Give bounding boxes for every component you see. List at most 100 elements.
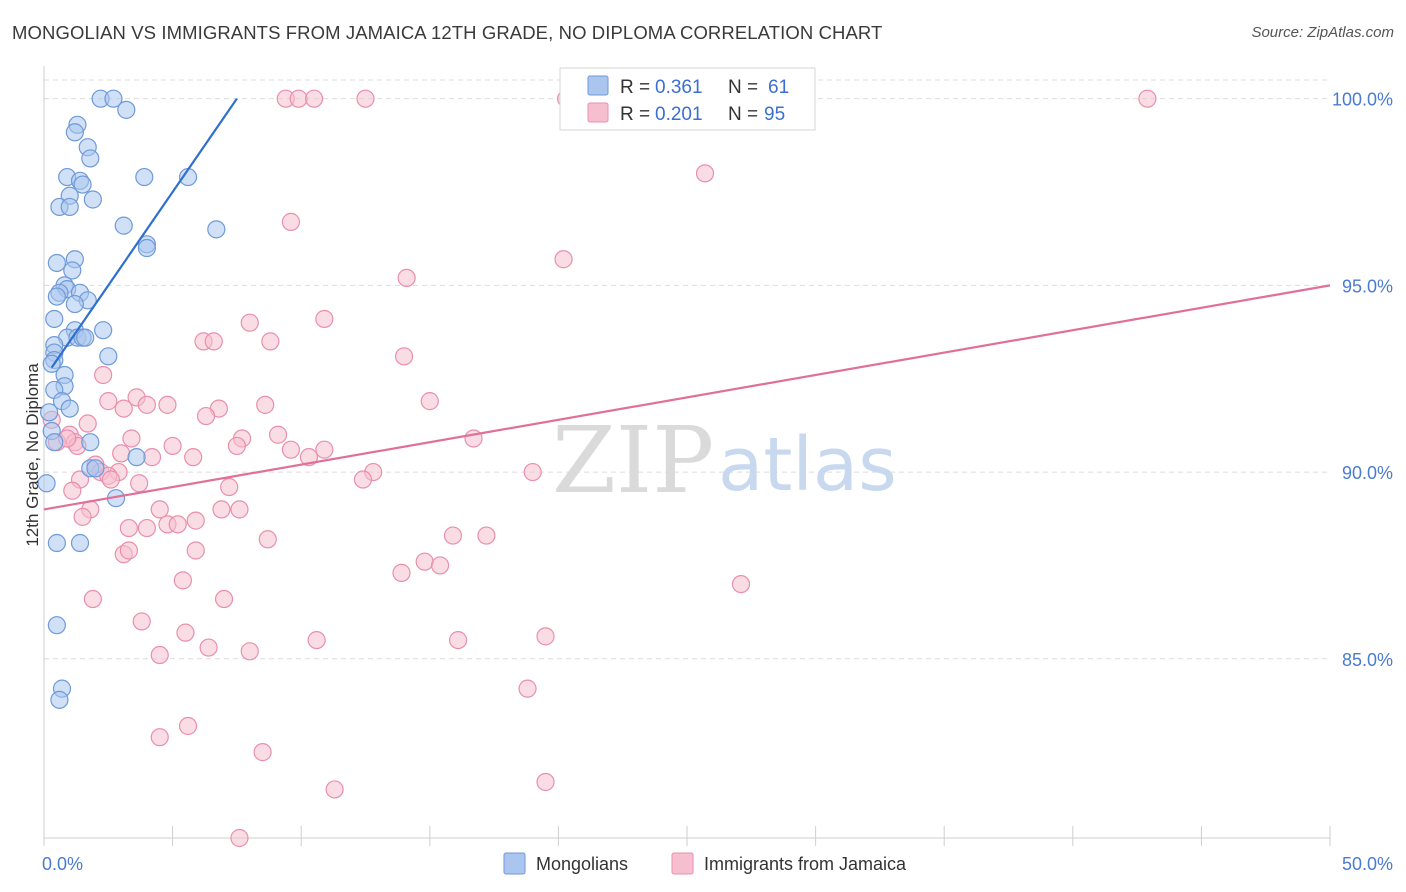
mongolian-point-32: [94, 321, 113, 340]
mongolian-point-13: [83, 190, 102, 209]
jamaica-point-91: [230, 828, 249, 848]
mongolian-point-51: [127, 448, 146, 467]
legend-n-label-1: N =: [728, 77, 758, 98]
jamaica-point-46: [523, 462, 542, 482]
source-credit: Source: ZipAtlas.com: [1251, 24, 1394, 41]
jamaica-point-22: [114, 399, 133, 418]
jamaica-point-19: [137, 395, 156, 414]
legend-r-label-1: R =: [620, 77, 650, 98]
mongolian-point-15: [60, 197, 79, 217]
gridlines: [44, 79, 1330, 660]
jamaica-point-11: [240, 313, 259, 332]
mongolian-point-49: [45, 433, 64, 452]
mongolian-point-53: [86, 459, 105, 478]
mongolian-point-6: [81, 149, 100, 168]
legend-n-value-1: 61: [768, 77, 789, 98]
jamaica-point-50: [101, 470, 120, 489]
jamaica-point-84: [150, 645, 169, 665]
mongolian-point-2: [117, 100, 136, 119]
top-legend: R = 0.361 N = 61 R = 0.201 N = 95: [559, 67, 816, 131]
legend-swatch-pink: [587, 102, 609, 123]
jamaica-point-79: [199, 638, 218, 657]
jamaica-point-75: [83, 589, 102, 609]
trend-lines: [43, 98, 1331, 511]
legend-r-label-2: R =: [620, 104, 650, 125]
jamaica-point-53: [63, 481, 82, 500]
mongolian-point-36: [76, 328, 95, 347]
jamaica-point-52: [220, 477, 239, 497]
mongolian-point-47: [40, 403, 59, 422]
jamaica-point-35: [163, 436, 182, 456]
jamaica-point-89: [325, 780, 344, 799]
mongolian-point-29: [65, 294, 84, 314]
legend-n-value-2: 95: [764, 104, 785, 125]
jamaica-point-56: [212, 500, 231, 519]
jamaica-point-77: [132, 612, 151, 631]
mongolian-point-54: [37, 474, 56, 493]
mongolian-point-46: [60, 399, 79, 418]
jamaica-point-62: [119, 518, 138, 538]
jamaica-point-92: [99, 392, 118, 411]
jamaica-point-41: [299, 448, 319, 467]
mongolian-point-21: [47, 253, 66, 273]
series-mongolians-points: [37, 89, 226, 709]
x-tick-labels: 0.0% 50.0%: [42, 854, 1393, 874]
jamaica-point-57: [230, 500, 249, 519]
chart-title: MONGOLIAN VS IMMIGRANTS FROM JAMAICA 12T…: [12, 22, 883, 43]
jamaica-point-66: [258, 530, 277, 549]
jamaica-point-48: [353, 470, 373, 489]
jamaica-point-94: [78, 414, 97, 433]
jamaica-point-40: [184, 448, 203, 467]
mongolian-point-4: [65, 123, 84, 142]
mongolian-point-27: [47, 287, 66, 306]
legend-r-value-1: 0.361: [655, 77, 703, 98]
jamaica-point-10: [315, 309, 334, 329]
mongolian-point-19: [137, 238, 156, 258]
mongolian-trend-line: [50, 98, 238, 369]
jamaica-point-65: [477, 526, 496, 545]
jamaica-point-37: [315, 440, 334, 459]
jamaica-point-14: [261, 332, 280, 351]
bottom-legend-mongolians: Mongolians: [536, 854, 628, 874]
mongolian-point-30: [45, 309, 64, 329]
jamaica-point-38: [112, 444, 131, 463]
jamaica-point-5: [1138, 89, 1157, 108]
jamaica-point-21: [256, 395, 275, 414]
jamaica-point-2: [304, 89, 324, 108]
x-tick-label-1: 50.0%: [1342, 854, 1393, 874]
jamaica-point-64: [443, 526, 463, 545]
mongolian-point-56: [47, 533, 66, 553]
jamaica-point-85: [518, 679, 537, 698]
jamaica-point-90: [536, 772, 555, 792]
jamaica-point-8: [554, 250, 573, 269]
jamaica-point-55: [150, 500, 169, 519]
jamaica-point-67: [186, 541, 205, 560]
jamaica-point-51: [130, 474, 149, 493]
axes: [43, 66, 1331, 846]
jamaica-point-9: [397, 268, 416, 288]
legend-swatch-blue: [587, 75, 609, 96]
jamaica-point-18: [420, 392, 439, 411]
legend-n-label-2: N =: [728, 104, 758, 125]
mongolian-point-58: [47, 616, 66, 635]
jamaica-point-82: [536, 627, 555, 646]
jamaica-point-13: [204, 332, 223, 351]
jamaica-point-16: [94, 365, 113, 385]
jamaica-point-36: [281, 440, 301, 459]
y-tick-label-3: 100.0%: [1332, 90, 1393, 110]
x-tick-label-0: 0.0%: [42, 854, 83, 874]
mongolian-point-17: [207, 220, 226, 239]
jamaica-point-7: [281, 212, 301, 231]
y-axis-label: 12th Grade, No Diploma: [23, 363, 42, 547]
jamaica-point-59: [186, 511, 205, 530]
jamaica-point-70: [415, 552, 434, 571]
mongolian-point-22: [63, 261, 82, 280]
jamaica-point-27: [268, 425, 288, 444]
bottom-legend: Mongolians Immigrants from Jamaica: [503, 852, 907, 875]
jamaica-point-3: [356, 89, 375, 108]
jamaica-point-15: [394, 347, 414, 366]
jamaica-point-76: [214, 589, 234, 609]
mongolian-point-11: [73, 175, 92, 194]
y-tick-label-1: 90.0%: [1342, 463, 1393, 483]
